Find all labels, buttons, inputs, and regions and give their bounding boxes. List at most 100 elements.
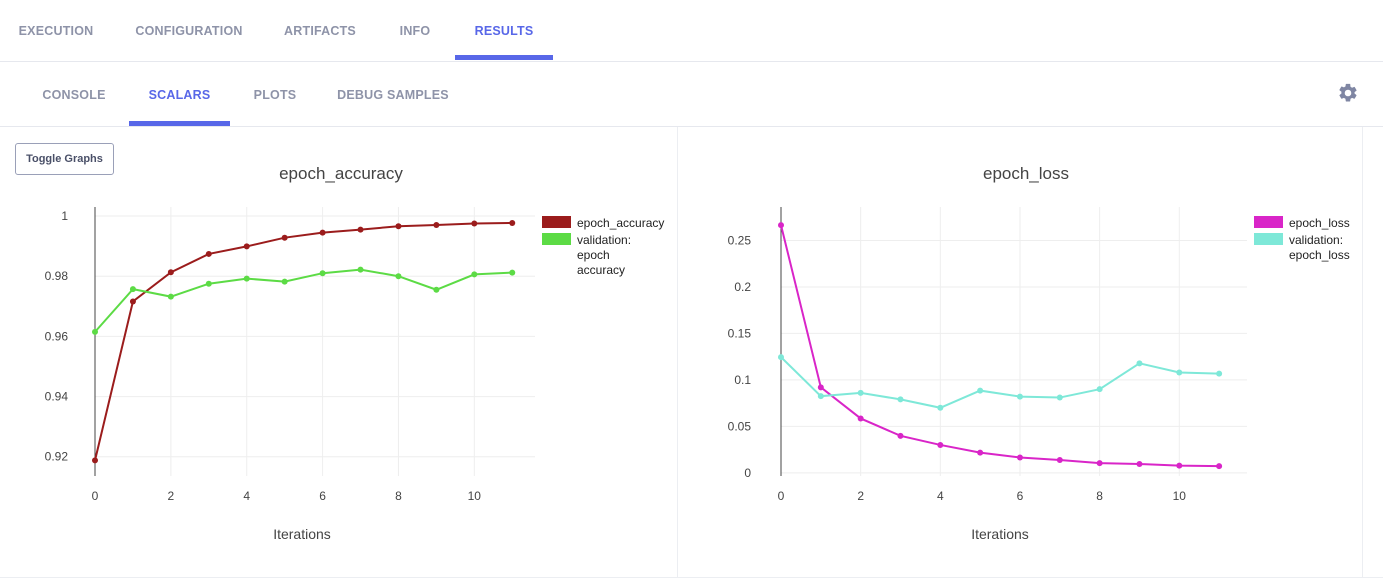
legend-label: validation: [577,233,631,247]
gear-icon[interactable] [1337,82,1359,104]
y-tick-label: 0.15 [728,326,752,340]
y-tick-label: 0.94 [45,390,69,404]
toggle-graphs-button[interactable]: Toggle Graphs [15,143,114,175]
data-point [1136,461,1143,468]
data-point [1056,394,1063,401]
data-point [433,286,440,293]
data-point [92,328,98,335]
y-tick-label: 0.25 [728,233,752,247]
data-point [1176,462,1183,469]
top-tab-bar: EXECUTION CONFIGURATION ARTIFACTS INFO R… [0,0,1383,62]
y-tick-label: 0 [744,466,751,480]
data-point [129,298,136,305]
series-line [780,224,1220,468]
tab-scalars[interactable]: SCALARS [129,63,230,127]
data-point [205,250,212,257]
tab-info[interactable]: INFO [385,0,445,62]
data-point [281,278,288,285]
data-point [357,226,364,233]
data-point [395,223,402,230]
data-point [1136,360,1143,367]
series-line [780,356,1220,409]
tab-label: SCALARS [148,88,211,102]
data-point [937,404,944,411]
data-point [319,229,326,236]
tab-configuration[interactable]: CONFIGURATION [126,0,252,62]
data-point [977,449,984,456]
legend-label: epoch_loss [1289,216,1350,230]
data-point [433,222,440,229]
data-point [471,220,478,227]
x-tick-label: 4 [243,489,250,503]
x-tick-label: 8 [1096,489,1103,503]
tab-underline [455,55,553,60]
data-point [129,286,136,293]
legend-label: epoch_loss [1289,248,1350,262]
tab-underline [129,121,230,126]
y-tick-label: 0.96 [45,329,69,343]
x-axis-label: Iterations [971,526,1029,542]
x-tick-label: 0 [778,489,785,503]
series-line [94,221,513,461]
data-point [1096,460,1103,467]
chart-title: epoch_accuracy [279,164,403,183]
data-point [167,269,174,276]
divider [0,577,1383,578]
x-tick-label: 10 [468,489,482,503]
data-point [243,275,250,282]
data-point [205,280,212,287]
data-point [167,293,174,300]
x-tick-label: 4 [937,489,944,503]
chart-epoch_loss: 0 2 4 6 8 10 0 0.05 0.1 0.15 0.2 0.25 epoch_loss Iter… [728,164,1350,542]
tab-results[interactable]: RESULTS [455,0,553,62]
tab-console[interactable]: CONSOLE [30,63,118,127]
x-axis-label: Iterations [273,526,331,542]
y-tick-label: 0.2 [734,280,751,294]
data-point [817,393,824,400]
y-tick-label: 0.1 [734,373,751,387]
x-tick-label: 6 [319,489,326,503]
tab-label: DEBUG SAMPLES [337,88,449,102]
data-point [817,384,824,391]
series-line [94,268,513,333]
x-tick-label: 10 [1173,489,1187,503]
data-point [1016,454,1023,461]
data-point [1096,386,1103,393]
tab-label: CONFIGURATION [135,24,243,38]
tab-label: EXECUTION [18,24,94,38]
data-point [897,432,904,439]
x-tick-label: 0 [92,489,99,503]
data-point [1216,370,1223,377]
x-tick-label: 6 [1017,489,1024,503]
y-tick-label: 0.92 [45,450,69,464]
tab-label: CONSOLE [42,88,106,102]
tab-label: INFO [399,24,431,38]
data-point [92,457,98,464]
x-tick-label: 2 [168,489,175,503]
y-tick-label: 1 [61,209,68,223]
tab-label: RESULTS [474,24,534,38]
legend-swatch [1254,233,1283,245]
chart-panel-loss [679,127,1363,577]
data-point [778,354,784,361]
data-point [1216,463,1223,470]
data-point [857,389,864,396]
tab-artifacts[interactable]: ARTIFACTS [272,0,368,62]
tab-label: PLOTS [253,88,297,102]
tab-debug-samples[interactable]: DEBUG SAMPLES [330,63,456,127]
data-point [1176,369,1183,376]
data-point [243,243,250,250]
data-point [395,273,402,280]
y-tick-label: 0.05 [728,419,752,433]
legend-swatch [542,216,571,228]
chart-title: epoch_loss [983,164,1069,183]
tab-plots[interactable]: PLOTS [244,63,306,127]
legend-label: accuracy [577,263,625,277]
data-point [977,387,984,394]
legend-label: epoch_accuracy [577,216,664,230]
tab-execution[interactable]: EXECUTION [0,0,112,62]
data-point [778,222,784,229]
data-point [1016,393,1023,400]
sub-tab-bar: CONSOLE SCALARS PLOTS DEBUG SAMPLES [0,63,1383,127]
